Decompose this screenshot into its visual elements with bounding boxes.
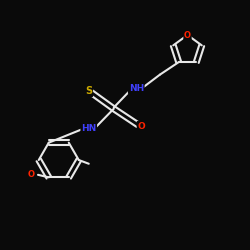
Text: O: O [184, 30, 191, 40]
Text: HN: HN [81, 124, 96, 133]
Text: O: O [138, 122, 145, 131]
Text: S: S [85, 86, 92, 96]
Text: O: O [28, 170, 35, 179]
Text: NH: NH [128, 84, 144, 93]
